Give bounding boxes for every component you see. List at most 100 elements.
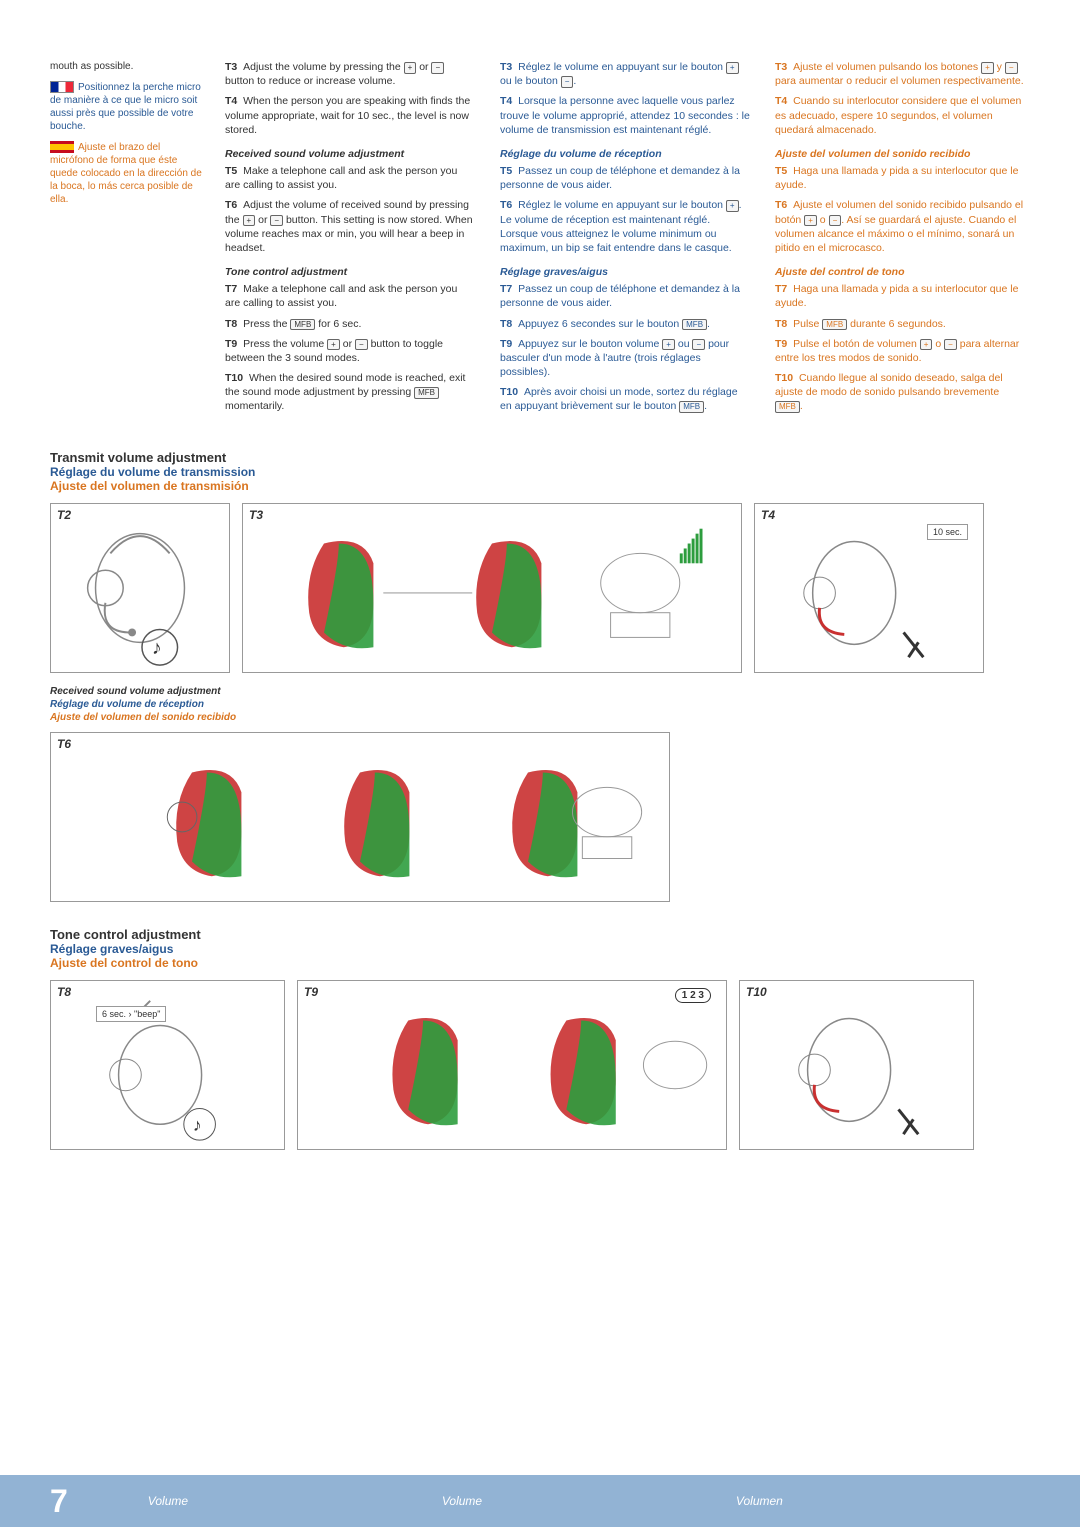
diagram-num: T9	[304, 985, 318, 999]
es-p10: Cuando llegue al sonido deseado, salga d…	[775, 372, 1003, 398]
en-h7: Tone control adjustment	[225, 265, 475, 279]
tone-title-en: Tone control adjustment	[50, 927, 1030, 942]
en-p8a: Press the	[243, 318, 287, 330]
diagram-t8-label: 6 sec. › "beep"	[96, 1006, 166, 1022]
fr-p4: Lorsque la personne avec laquelle vous p…	[500, 95, 750, 135]
diagram-t6: T6	[50, 732, 670, 902]
transmit-title-en: Transmit volume adjustment	[50, 450, 1030, 465]
en-p10b: momentarily.	[225, 400, 284, 412]
heads-illustration	[298, 981, 726, 1149]
footer-label-en: Volume	[148, 1494, 442, 1508]
fr-p6b: Le volume de réception est maintenant ré…	[500, 214, 732, 254]
recv-es: Ajuste del volumen del sonido recibido	[50, 711, 1030, 724]
en-h5: Received sound volume adjustment	[225, 147, 475, 161]
transmit-title-fr: Réglage du volume de transmission	[50, 465, 1030, 479]
mfb-button-icon: MFB	[679, 401, 704, 413]
headset-illustration: ♪	[51, 981, 284, 1149]
recv-en: Received sound volume adjustment	[50, 685, 1030, 698]
en-p3: Adjust the volume by pressing the	[243, 61, 401, 73]
diagram-t8: T8 6 sec. › "beep" ♪	[50, 980, 285, 1150]
transmit-title-es: Ajuste del volumen de transmisión	[50, 479, 1030, 493]
footer-label-es: Volumen	[736, 1494, 1030, 1508]
es-p8b: durante 6 segundos.	[850, 318, 946, 330]
headset-illustration: ♪	[51, 504, 229, 672]
en-p7: Make a telephone call and ask the person…	[225, 283, 457, 309]
diagram-num: T3	[249, 508, 263, 522]
tone-title-fr: Réglage graves/aigus	[50, 942, 1030, 956]
en-p4: When the person you are speaking with fi…	[225, 95, 470, 135]
recv-subtitles: Received sound volume adjustment Réglage…	[50, 685, 1030, 724]
es-p5: Haga una llamada y pida a su interlocuto…	[775, 165, 1018, 191]
fr-p3a: Réglez le volume en appuyant sur le bout…	[518, 61, 723, 73]
en-p8b: for 6 sec.	[318, 318, 361, 330]
diagram-t10: T10	[739, 980, 974, 1150]
plus-button-icon: +	[726, 62, 739, 74]
sidebar-fr: Positionnez la perche micro de maniè­re …	[50, 81, 205, 133]
fr-p3b: ou le bouton	[500, 75, 558, 87]
diagram-t2: T2 ♪	[50, 503, 230, 673]
heads-illustration	[51, 733, 669, 901]
en-p9a: Press the volume	[243, 338, 324, 350]
fr-p7: Passez un coup de téléphone et de­mandez…	[500, 283, 740, 309]
fr-p5: Passez un coup de téléphone et de­mandez…	[500, 165, 740, 191]
diagram-num: T2	[57, 508, 71, 522]
headset-illustration	[740, 981, 973, 1149]
tone-section: Tone control adjustment Réglage graves/a…	[50, 927, 1030, 1150]
fr-p6a: Réglez le volume en appuyant sur le bout…	[518, 199, 723, 211]
page-footer: 7 Volume Volume Volumen	[0, 1475, 1080, 1527]
mfb-button-icon: MFB	[414, 387, 439, 399]
fr-p8a: Appuyez 6 secondes sur le bouton	[518, 318, 679, 330]
column-en: T3 Adjust the volume by pressing the + o…	[225, 60, 475, 420]
es-p3b: para aumentar o reducir el volumen respe…	[775, 75, 1024, 87]
diagram-num: T4	[761, 508, 775, 522]
mfb-button-icon: MFB	[775, 401, 800, 413]
plus-button-icon: +	[804, 215, 817, 227]
plus-button-icon: +	[662, 339, 675, 351]
heads-illustration	[243, 504, 741, 672]
plus-button-icon: +	[920, 339, 933, 351]
es-p9a: Pulse el botón de volumen	[793, 338, 917, 350]
minus-button-icon: −	[692, 339, 705, 351]
es-p8a: Pulse	[793, 318, 819, 330]
es-h7: Ajuste del control de tono	[775, 265, 1025, 279]
minus-button-icon: −	[1005, 62, 1018, 74]
mfb-button-icon: MFB	[822, 319, 847, 331]
diagram-t3: T3	[242, 503, 742, 673]
plus-button-icon: +	[404, 62, 417, 74]
minus-button-icon: −	[561, 76, 574, 88]
mfb-button-icon: MFB	[682, 319, 707, 331]
en-p5: Make a telephone call and ask the person…	[225, 165, 457, 191]
minus-button-icon: −	[431, 62, 444, 74]
minus-button-icon: −	[829, 215, 842, 227]
diagram-t4: T4 10 sec.	[754, 503, 984, 673]
transmit-section: Transmit volume adjustment Réglage du vo…	[50, 450, 1030, 902]
fr-p9a: Appuyez sur le bouton volume	[518, 338, 659, 350]
flag-es-icon	[50, 141, 74, 153]
plus-button-icon: +	[243, 215, 256, 227]
svg-text:♪: ♪	[193, 1115, 202, 1135]
fr-h5: Réglage du volume de réception	[500, 147, 750, 161]
page-number: 7	[50, 1483, 68, 1520]
es-p4: Cuando su interlocutor considere que el …	[775, 95, 1021, 135]
plus-button-icon: +	[327, 339, 340, 351]
minus-button-icon: −	[270, 215, 283, 227]
es-p3: Ajuste el volumen pulsando los botones	[793, 61, 978, 73]
sidebar-es: Ajuste el brazo del micrófono de forma q…	[50, 141, 205, 206]
en-p6b: button. This setting is now stored. When…	[225, 214, 473, 254]
minus-button-icon: −	[944, 339, 957, 351]
column-es: T3 Ajuste el volumen pulsando los botone…	[775, 60, 1025, 420]
es-h5: Ajuste del volumen del sonido recibido	[775, 147, 1025, 161]
mfb-button-icon: MFB	[290, 319, 315, 331]
sidebar-en-fragment: mouth as possible.	[50, 60, 205, 73]
diagram-t9-badge: 1 2 3	[675, 989, 711, 1001]
minus-button-icon: −	[355, 339, 368, 351]
diagram-t9: T9 1 2 3	[297, 980, 727, 1150]
diagram-num: T8	[57, 985, 71, 999]
es-p7: Haga una llamada y pida a su interlocuto…	[775, 283, 1018, 309]
footer-label-fr: Volume	[442, 1494, 736, 1508]
tone-title-es: Ajuste del control de tono	[50, 956, 1030, 970]
diagram-num: T6	[57, 737, 71, 751]
diagram-t4-label: 10 sec.	[927, 524, 968, 540]
column-fr: T3 Réglez le volume en appuyant sur le b…	[500, 60, 750, 420]
sidebar: mouth as possible. Positionnez la perche…	[50, 60, 205, 420]
